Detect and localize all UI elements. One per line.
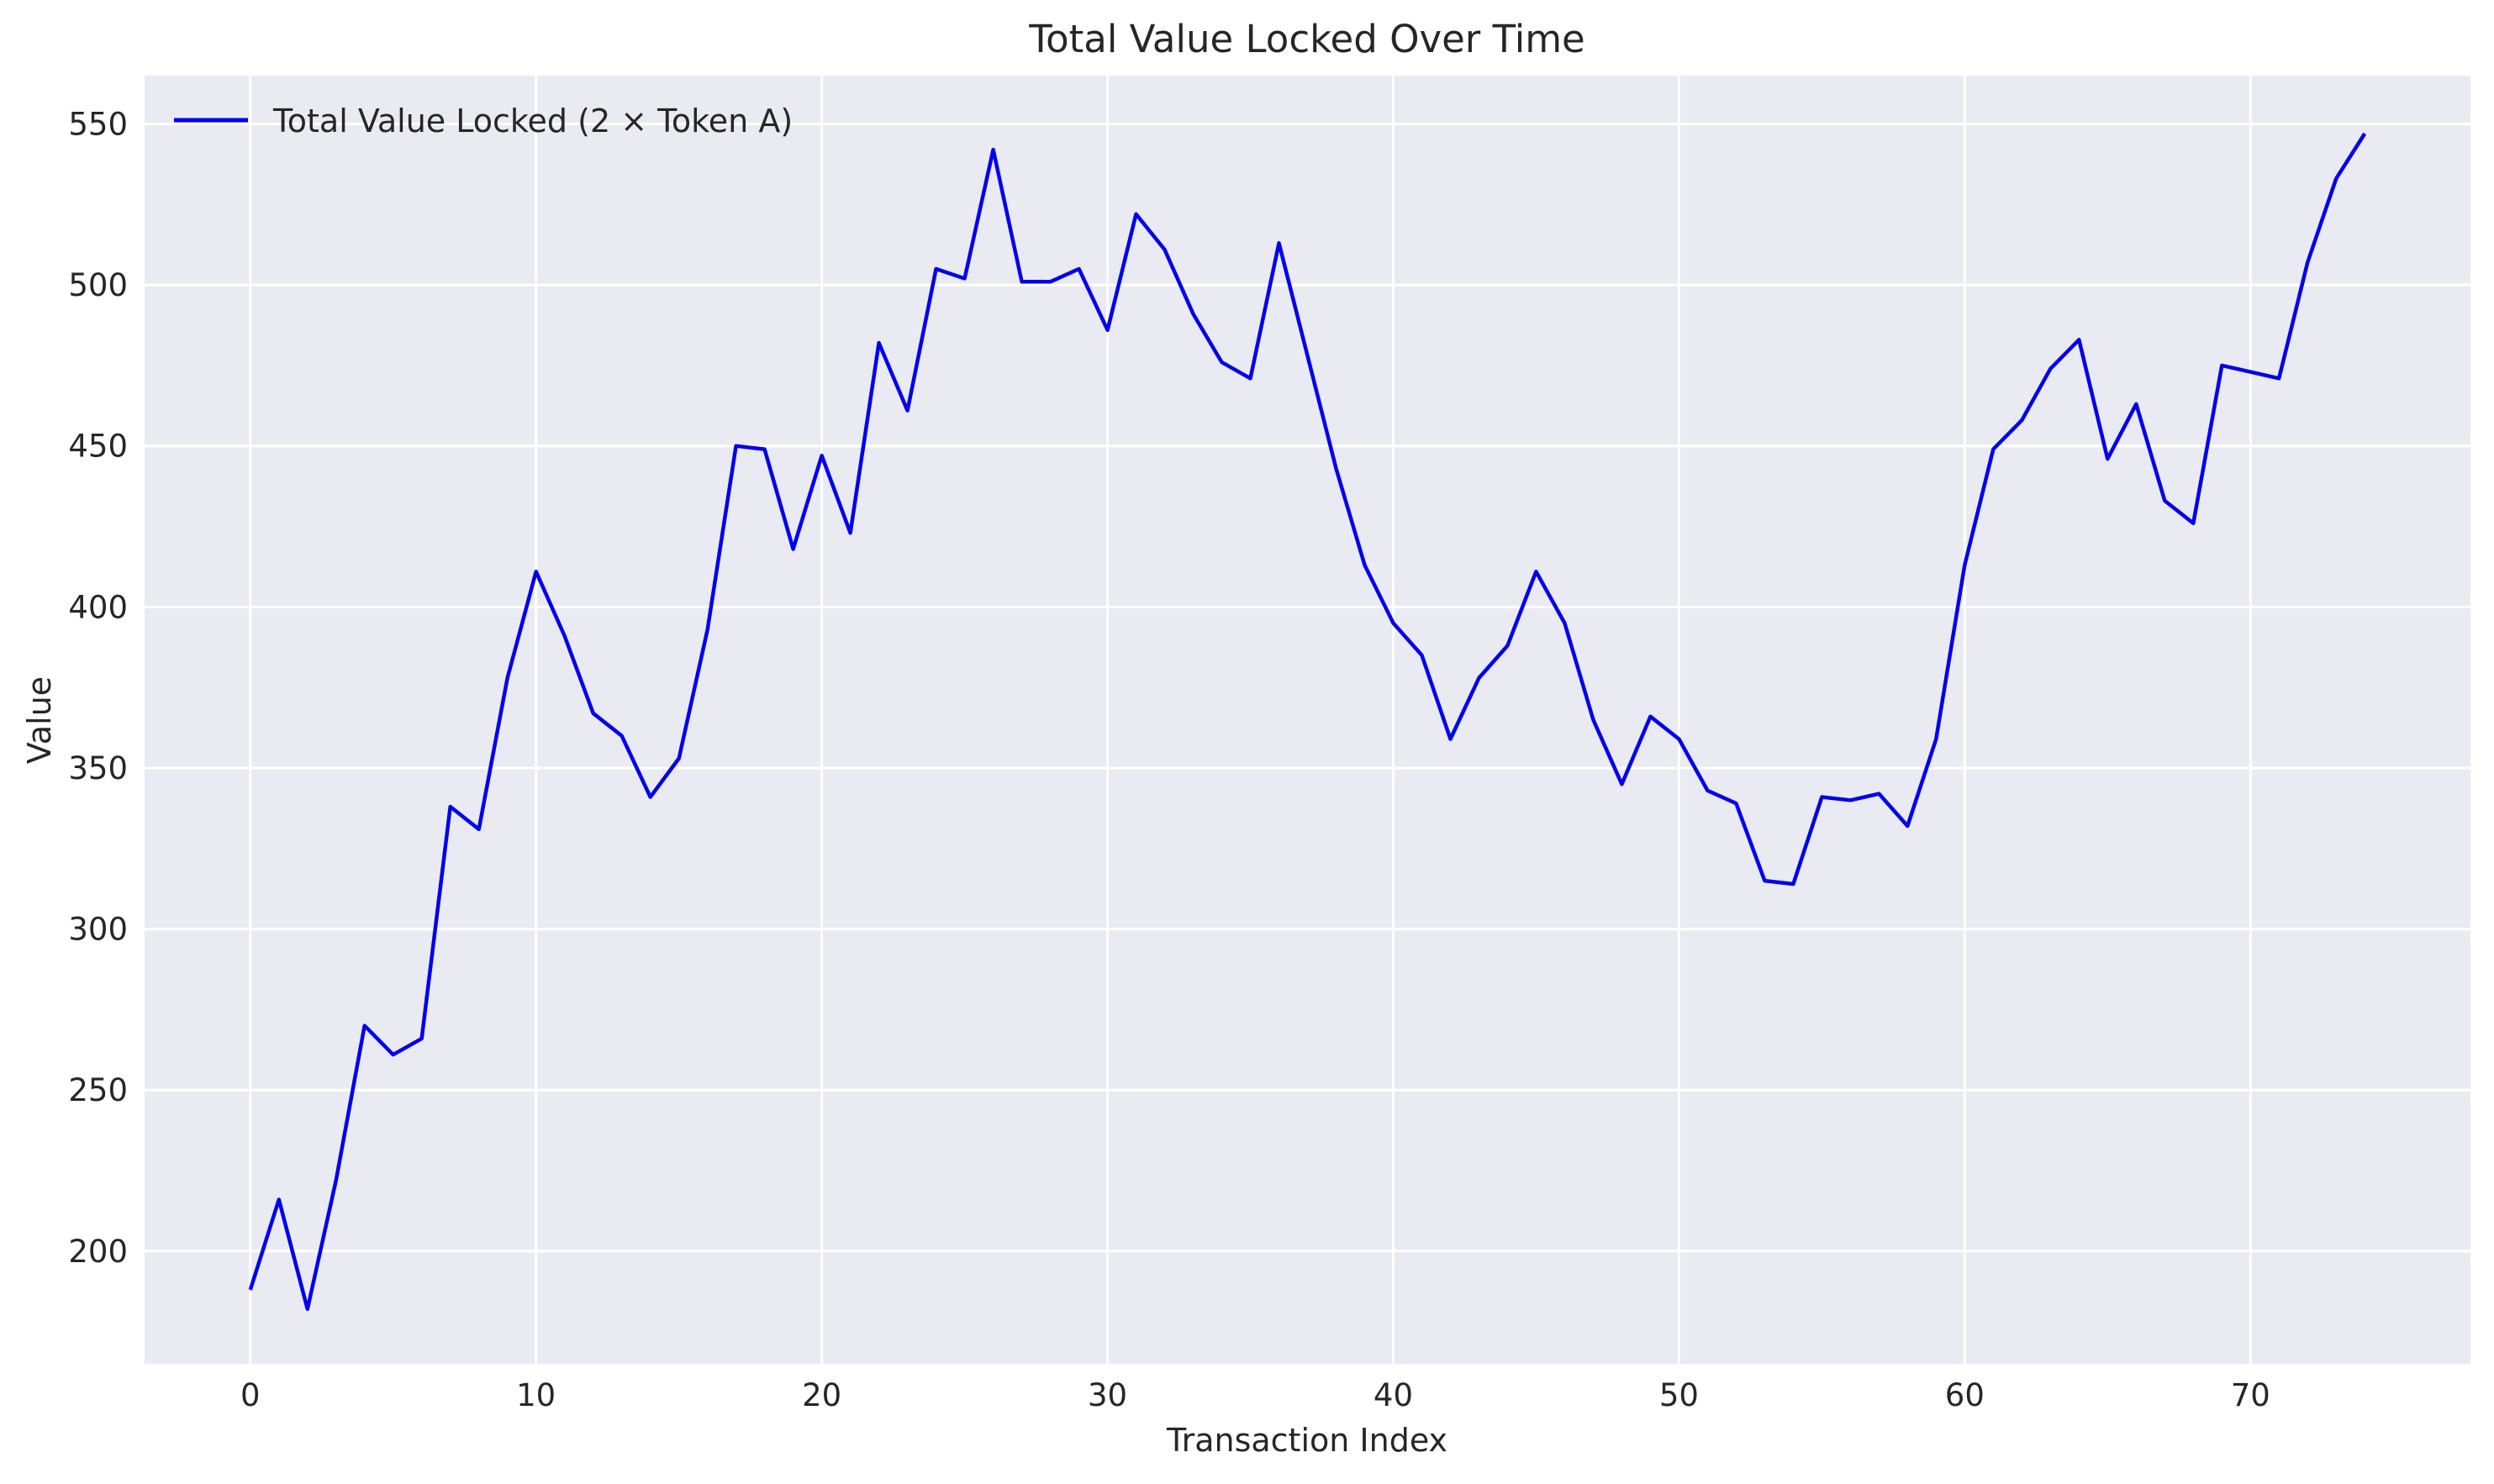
x-tick-label: 50: [1659, 1377, 1699, 1413]
x-tick-label: 10: [516, 1377, 556, 1413]
x-tick-label: 70: [2231, 1377, 2270, 1413]
plot-area: [145, 76, 2470, 1364]
x-tick-label: 0: [240, 1377, 261, 1413]
x-tick-label: 30: [1088, 1377, 1127, 1413]
x-tick-label: 60: [1945, 1377, 1985, 1413]
series-layer: [248, 132, 2367, 1312]
y-tick-label: 400: [68, 589, 128, 625]
y-axis-label: Value: [21, 676, 58, 764]
series-line: [248, 132, 2367, 1312]
x-axis-label: Transaction Index: [1166, 1422, 1447, 1459]
x-tick-label: 40: [1374, 1377, 1413, 1413]
y-tick-label: 200: [68, 1234, 128, 1270]
legend: Total Value Locked (2 × Token A): [174, 103, 793, 139]
y-tick-label: 550: [68, 106, 128, 142]
x-tick-label: 20: [802, 1377, 841, 1413]
y-tick-label: 250: [68, 1072, 128, 1108]
legend-label: Total Value Locked (2 × Token A): [272, 103, 793, 139]
y-tick-label: 350: [68, 750, 128, 787]
y-axis-ticks: 200 250 300 350 400 450 500 550: [68, 106, 128, 1269]
y-tick-label: 300: [68, 912, 128, 948]
x-axis-ticks: 0 10 20 30 40 50 60 70: [240, 1377, 2270, 1413]
y-tick-label: 450: [68, 429, 128, 465]
grid: [145, 76, 2470, 1364]
y-tick-label: 500: [68, 267, 128, 303]
chart-title: Total Value Locked Over Time: [1028, 17, 1585, 61]
